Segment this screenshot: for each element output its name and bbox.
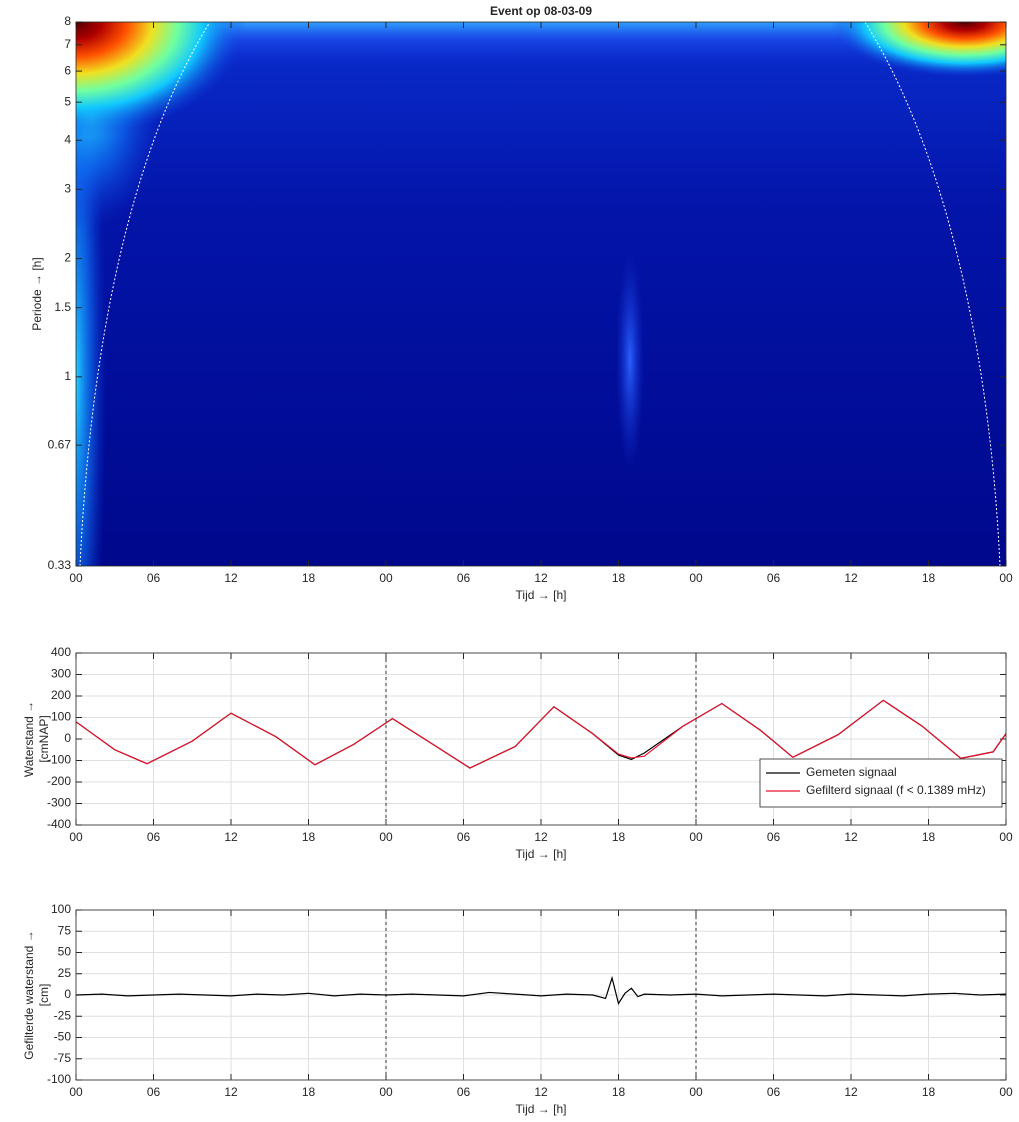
y-tick-label: 25 (58, 966, 72, 980)
x-tick-label: 12 (844, 571, 858, 585)
y-tick-label: 0 (64, 731, 71, 745)
legend-label: Gefilterd signaal (f < 0.1389 mHz) (806, 783, 986, 797)
y-tick-label: -200 (47, 774, 71, 788)
y-axis-label: [cm] (37, 984, 51, 1007)
y-tick-label: -100 (47, 753, 71, 767)
y-tick-label: -400 (47, 817, 71, 831)
chart-title: Event op 08-03-09 (490, 4, 592, 18)
x-tick-label: 18 (922, 571, 936, 585)
y-tick-label: 1.5 (54, 300, 71, 314)
x-tick-label: 00 (689, 571, 703, 585)
x-tick-label: 18 (302, 571, 316, 585)
y-tick-label: -75 (54, 1051, 72, 1065)
x-tick-label: 12 (224, 571, 238, 585)
x-tick-label: 00 (379, 1085, 393, 1099)
y-tick-label: 300 (51, 667, 71, 681)
y-axis-label: Periode → [h] (30, 257, 44, 330)
x-tick-label: 06 (457, 571, 471, 585)
x-tick-label: 18 (612, 1085, 626, 1099)
x-tick-label: 12 (844, 830, 858, 844)
series-line (75, 975, 1007, 1005)
axes-box (75, 21, 1007, 567)
x-tick-label: 12 (224, 830, 238, 844)
x-tick-label: 18 (612, 830, 626, 844)
y-tick-label: 400 (51, 645, 71, 659)
scalogram-image (76, 22, 1006, 566)
axes-box (75, 909, 1007, 1081)
y-tick-label: 100 (51, 710, 71, 724)
x-tick-label: 00 (689, 1085, 703, 1099)
y-tick-label: 4 (64, 132, 71, 146)
x-tick-label: 06 (457, 830, 471, 844)
x-tick-label: 18 (302, 1085, 316, 1099)
legend-box (759, 758, 1003, 808)
x-tick-label: 12 (534, 1085, 548, 1099)
y-tick-label: -100 (47, 1072, 71, 1086)
x-tick-label: 06 (457, 1085, 471, 1099)
x-tick-label: 00 (999, 830, 1013, 844)
y-tick-label: 0 (64, 987, 71, 1001)
y-tick-label: 3 (64, 182, 71, 196)
x-tick-label: 06 (147, 830, 161, 844)
y-tick-label: 2 (64, 251, 71, 265)
x-tick-label: 00 (999, 571, 1013, 585)
x-axis-label: Tijd → [h] (516, 588, 567, 602)
y-tick-label: 75 (58, 923, 72, 937)
x-tick-label: 06 (767, 1085, 781, 1099)
y-tick-label: 7 (64, 37, 71, 51)
x-tick-label: 00 (379, 830, 393, 844)
y-tick-label: 8 (64, 14, 71, 28)
x-tick-label: 00 (69, 1085, 83, 1099)
y-tick-label: 1 (64, 369, 71, 383)
y-axis-label: Gefilterde waterstand → (22, 930, 36, 1059)
x-tick-label: 00 (689, 830, 703, 844)
y-tick-label: 200 (51, 688, 71, 702)
y-tick-label: 5 (64, 94, 71, 108)
y-tick-label: 100 (51, 902, 71, 916)
x-axis-label: Tijd → [h] (516, 1102, 567, 1116)
x-tick-label: 12 (224, 1085, 238, 1099)
y-tick-label: 0.33 (48, 558, 72, 572)
y-axis-label: [cmNAP] (37, 715, 51, 762)
x-tick-label: 06 (767, 830, 781, 844)
y-tick-label: 0.67 (48, 437, 72, 451)
x-tick-label: 00 (69, 571, 83, 585)
y-axis-label: Waterstand → (22, 701, 36, 777)
series-line (75, 699, 1007, 769)
x-axis-label: Tijd → [h] (516, 847, 567, 861)
x-tick-label: 12 (844, 1085, 858, 1099)
y-tick-label: 6 (64, 63, 71, 77)
x-tick-label: 18 (302, 830, 316, 844)
x-tick-label: 18 (612, 571, 626, 585)
x-tick-label: 18 (922, 830, 936, 844)
x-tick-label: 06 (147, 1085, 161, 1099)
legend-label: Gemeten signaal (806, 765, 897, 779)
x-tick-label: 18 (922, 1085, 936, 1099)
x-tick-label: 00 (379, 571, 393, 585)
x-tick-label: 06 (767, 571, 781, 585)
y-tick-label: -25 (54, 1008, 72, 1022)
axes-box (75, 652, 1007, 826)
x-tick-label: 06 (147, 571, 161, 585)
y-tick-label: 50 (58, 945, 72, 959)
y-tick-label: -50 (54, 1030, 72, 1044)
y-tick-label: -300 (47, 796, 71, 810)
x-tick-label: 00 (999, 1085, 1013, 1099)
x-tick-label: 12 (534, 830, 548, 844)
x-tick-label: 00 (69, 830, 83, 844)
x-tick-label: 12 (534, 571, 548, 585)
